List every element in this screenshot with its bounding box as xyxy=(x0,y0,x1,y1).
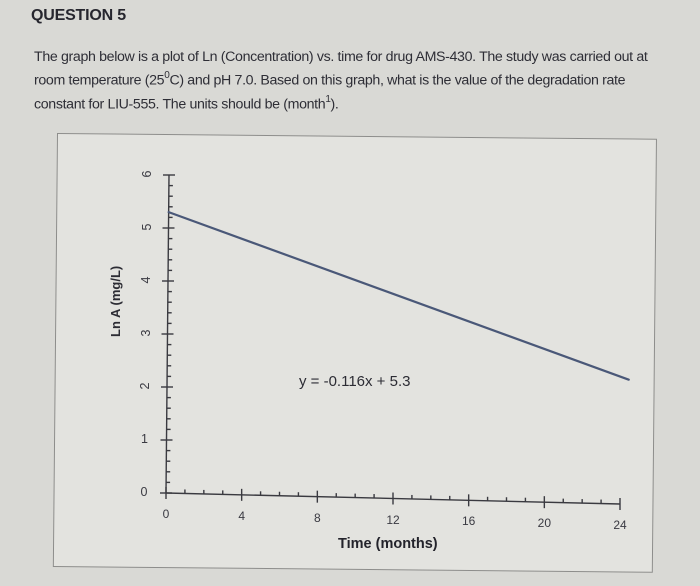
x-tick-label: 24 xyxy=(613,518,627,532)
y-tick-label: 0 xyxy=(140,485,148,499)
question-text-line-3: constant for LIU-555. The units should b… xyxy=(34,91,694,115)
x-tick-label: 0 xyxy=(162,507,170,521)
question-text: The graph below is a plot of Ln (Concent… xyxy=(34,47,694,114)
x-tick-label: 20 xyxy=(537,516,551,531)
y-tick-label: 3 xyxy=(138,329,153,337)
question-text-line-2: room temperature (250C) and pH 7.0. Base… xyxy=(34,67,694,91)
y-axis-title: Ln A (mg/L) xyxy=(108,265,123,337)
text-fragment: constant for LIU-555. The units should b… xyxy=(34,96,326,113)
unit-superscript: 1 xyxy=(325,93,331,105)
y-tick-label: 1 xyxy=(141,432,148,446)
y-tick-label: 5 xyxy=(139,223,154,231)
text-fragment: room temperature (25 xyxy=(34,72,165,89)
y-tick-label: 6 xyxy=(140,170,154,178)
y-tick-label: 4 xyxy=(139,276,153,284)
x-tick-label: 12 xyxy=(386,512,400,527)
x-axis-title: Time (months) xyxy=(338,536,438,552)
regression-line xyxy=(167,211,630,381)
text-fragment: ). xyxy=(330,96,339,113)
x-tick-label: 16 xyxy=(461,514,476,529)
equation-annotation: y = -0.116x + 5.3 xyxy=(299,373,411,390)
degree-superscript: 0 xyxy=(164,70,170,81)
x-tick-label: 4 xyxy=(238,508,245,523)
chart-axes xyxy=(160,174,621,510)
question-text-line-1: The graph below is a plot of Ln (Concent… xyxy=(34,49,648,65)
y-tick-label: 2 xyxy=(138,382,152,390)
x-tick-label: 8 xyxy=(313,510,321,525)
question-title: QUESTION 5 xyxy=(31,7,126,24)
text-fragment: C) and pH 7.0. Based on this graph, what… xyxy=(169,72,626,89)
